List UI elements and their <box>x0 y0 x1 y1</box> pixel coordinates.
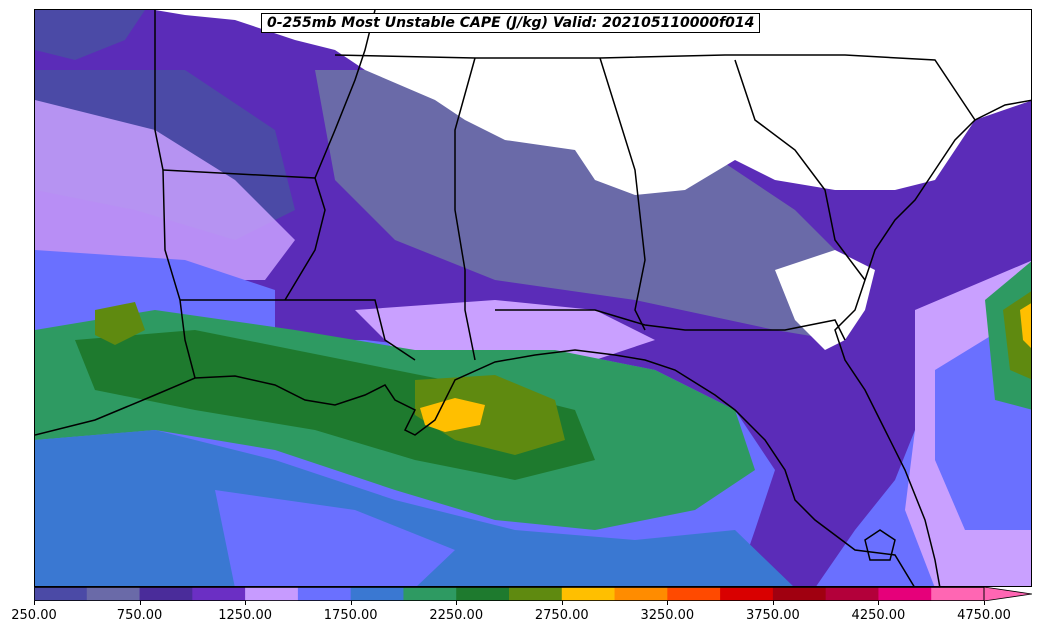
state-line-north <box>154 10 164 171</box>
colorbar-tick-label: 750.00 <box>116 608 163 623</box>
state-line-top <box>334 54 976 121</box>
cape-region-east-gold <box>1020 303 1031 348</box>
colorbar-tick-mark <box>245 601 247 605</box>
colorbar-swatch <box>561 587 616 601</box>
cape-region-steel <box>35 430 793 586</box>
colorbar-swatches <box>34 587 1032 601</box>
cape-region-blue-south <box>215 490 455 586</box>
no-data-georgia <box>775 250 875 350</box>
colorbar-swatch <box>720 587 774 601</box>
cape-region-low2 <box>315 70 855 340</box>
colorbar-swatch <box>297 587 352 601</box>
lake-okeechobee <box>864 529 896 561</box>
colorbar-swatch <box>509 587 563 601</box>
colorbar-tick-label: 250.00 <box>11 608 57 623</box>
state-line-ms <box>314 10 376 179</box>
cape-region-gold <box>420 398 485 432</box>
colorbar-tick-label: 3250.00 <box>640 608 695 623</box>
colorbar-tick-label: 4750.00 <box>957 608 1011 623</box>
east-coastline <box>834 99 1031 586</box>
colorbar-tick-label: 1250.00 <box>218 608 272 623</box>
colorbar-swatch <box>350 587 404 601</box>
colorbar-swatch <box>192 587 246 601</box>
colorbar-swatch <box>34 587 88 601</box>
cape-region-olive-west <box>95 302 145 345</box>
colorbar-swatch <box>931 587 985 601</box>
colorbar-swatch <box>456 587 510 601</box>
cape-map <box>35 10 1031 586</box>
cape-region-lavender-west <box>35 100 295 280</box>
colorbar-swatch <box>86 587 141 601</box>
coastline <box>35 349 915 586</box>
colorbar-tick-mark <box>456 601 458 605</box>
colorbar-swatch <box>772 587 827 601</box>
state-line-la <box>180 299 416 361</box>
colorbar-tick-mark <box>667 601 669 605</box>
colorbar-tick-label: 2250.00 <box>429 608 484 623</box>
colorbar-tick-mark <box>350 601 352 605</box>
state-line-ms-al <box>454 57 476 361</box>
colorbar-outline <box>34 587 985 601</box>
colorbar-tick-mark <box>34 601 35 605</box>
state-line-fl <box>495 309 846 341</box>
cape-region-lavender-coast <box>355 300 655 360</box>
colorbar-extend-arrow <box>983 587 1032 601</box>
colorbar-swatch <box>403 587 457 601</box>
colorbar-tick-label: 4250.00 <box>851 608 906 623</box>
state-line-ga-sc <box>734 59 866 281</box>
colorbar-tick-mark <box>772 601 774 605</box>
colorbar-tick-mark <box>139 601 141 605</box>
colorbar-tick-label: 3750.00 <box>745 608 800 623</box>
colorbar-swatch <box>139 587 193 601</box>
map-panel <box>34 9 1032 587</box>
colorbar <box>34 587 1032 601</box>
state-line-al-ga <box>599 57 646 331</box>
colorbar-tick-mark <box>984 601 985 605</box>
colorbar-tick-mark <box>561 601 563 605</box>
colorbar-tick-label: 1750.00 <box>323 608 378 623</box>
no-data-nw <box>35 10 145 60</box>
colorbar-swatch <box>667 587 721 601</box>
colorbar-swatch <box>245 587 299 601</box>
colorbar-tick-mark <box>878 601 880 605</box>
cape-region-olive <box>415 375 565 455</box>
state-line-ar <box>162 169 326 301</box>
colorbar-swatch <box>878 587 932 601</box>
colorbar-swatch <box>614 587 668 601</box>
colorbar-tick-label: 2750.00 <box>534 608 589 623</box>
map-title: 0-255mb Most Unstable CAPE (J/kg) Valid:… <box>261 13 761 33</box>
colorbar-swatch <box>825 587 879 601</box>
boundary-lines <box>35 10 1031 586</box>
